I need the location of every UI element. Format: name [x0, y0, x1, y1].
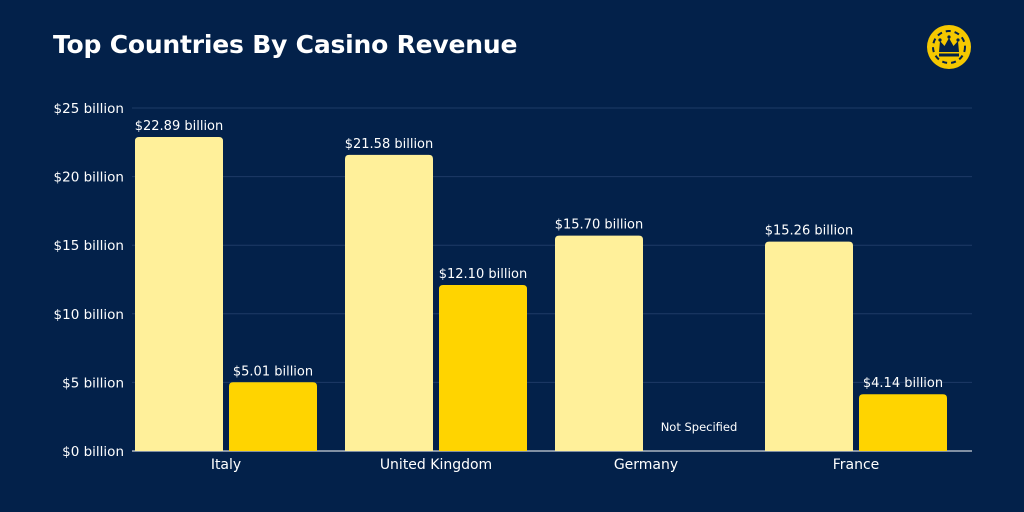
y-tick-label: $0 billion	[62, 444, 124, 460]
data-label: $15.70 billion	[555, 218, 644, 233]
data-label: Not Specified	[661, 420, 738, 434]
crown-chip-icon	[927, 25, 971, 69]
data-label: $4.14 billion	[863, 376, 943, 391]
bar	[135, 136, 223, 451]
x-category-label: Germany	[614, 457, 678, 473]
y-tick-label: $20 billion	[54, 170, 124, 186]
bar	[229, 382, 317, 451]
bar	[555, 235, 643, 451]
data-label: $22.89 billion	[135, 119, 224, 134]
y-tick-label: $25 billion	[54, 101, 124, 117]
y-tick-label: $15 billion	[54, 238, 124, 254]
x-category-label: Italy	[211, 457, 241, 473]
chart-title: Top Countries By Casino Revenue	[53, 30, 518, 59]
data-label: $5.01 billion	[233, 364, 313, 379]
bar	[345, 154, 433, 451]
data-label: $21.58 billion	[345, 137, 434, 152]
x-category-label: France	[833, 457, 880, 473]
bar	[859, 394, 947, 451]
bar	[765, 241, 853, 451]
y-tick-label: $5 billion	[62, 375, 124, 391]
bar	[439, 284, 527, 451]
x-category-label: United Kingdom	[380, 457, 492, 473]
data-label: $12.10 billion	[439, 267, 528, 282]
y-tick-label: $10 billion	[54, 307, 124, 323]
data-label: $15.26 billion	[765, 224, 854, 239]
